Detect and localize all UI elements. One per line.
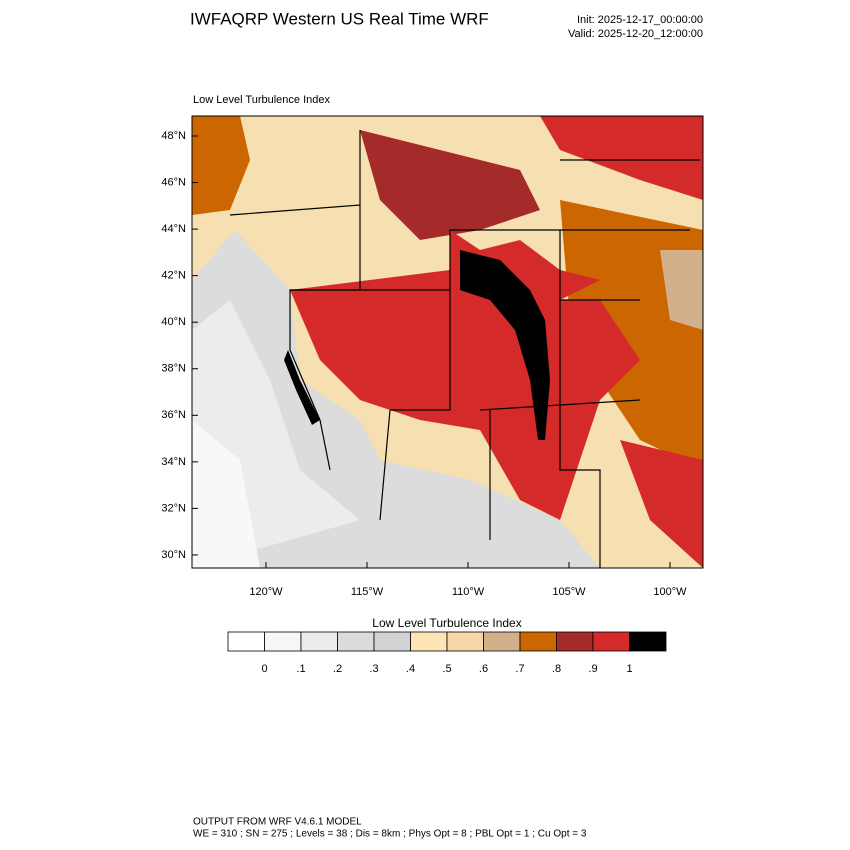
lat-label: 32°N (161, 502, 186, 514)
colorbar-box (227, 631, 265, 652)
colorbar-label: .1 (296, 663, 305, 675)
colorbar-label: 1 (626, 663, 632, 675)
main-title: IWFAQRP Western US Real Time WRF (190, 9, 489, 28)
map-field (192, 116, 703, 568)
lon-label: 120°W (249, 586, 283, 598)
footer-line: WE = 310 ; SN = 275 ; Levels = 38 ; Dis … (193, 829, 587, 840)
colorbar-box (410, 631, 448, 652)
colorbar-label: .7 (515, 663, 524, 675)
colorbar-label: .6 (479, 663, 488, 675)
colorbar-box (264, 631, 302, 652)
lon-label: 115°W (351, 586, 384, 598)
lon-label: 110°W (452, 586, 485, 598)
map-title: Low Level Turbulence Index (193, 94, 330, 106)
colorbar-title: Low Level Turbulence Index (372, 616, 521, 630)
lon-label: 105°W (552, 586, 586, 598)
init-time: Init: 2025-12-17_00:00:00 (577, 14, 703, 26)
colorbar-box (483, 631, 521, 652)
lat-label: 46°N (161, 176, 186, 188)
colorbar-label: .2 (333, 663, 342, 675)
lat-label: 40°N (161, 316, 186, 328)
lon-label: 100°W (653, 586, 687, 598)
colorbar-label: .4 (406, 663, 415, 675)
colorbar-label: .8 (552, 663, 561, 675)
lat-label: 34°N (161, 456, 186, 468)
valid-time: Valid: 2025-12-20_12:00:00 (568, 28, 703, 40)
footer-line: OUTPUT FROM WRF V4.6.1 MODEL (193, 817, 362, 828)
lat-label: 30°N (161, 549, 186, 561)
colorbar-label: .5 (442, 663, 451, 675)
colorbar-label: .3 (369, 663, 378, 675)
colorbar-box (629, 631, 667, 652)
lat-label: 36°N (161, 409, 186, 421)
colorbar-box (300, 631, 338, 652)
colorbar-box (446, 631, 484, 652)
map-frame (191, 115, 704, 569)
colorbar-box (592, 631, 630, 652)
lat-label: 48°N (161, 130, 186, 142)
lat-label: 44°N (161, 223, 186, 235)
colorbar-label: .9 (588, 663, 597, 675)
boundaries (229, 130, 700, 568)
lat-label: 42°N (161, 270, 186, 282)
colorbar-box (519, 631, 557, 652)
lat-label: 38°N (161, 363, 186, 375)
colorbar-box (556, 631, 594, 652)
colorbar-box (337, 631, 375, 652)
colorbar-label: 0 (261, 663, 267, 675)
colorbar-box (373, 631, 411, 652)
